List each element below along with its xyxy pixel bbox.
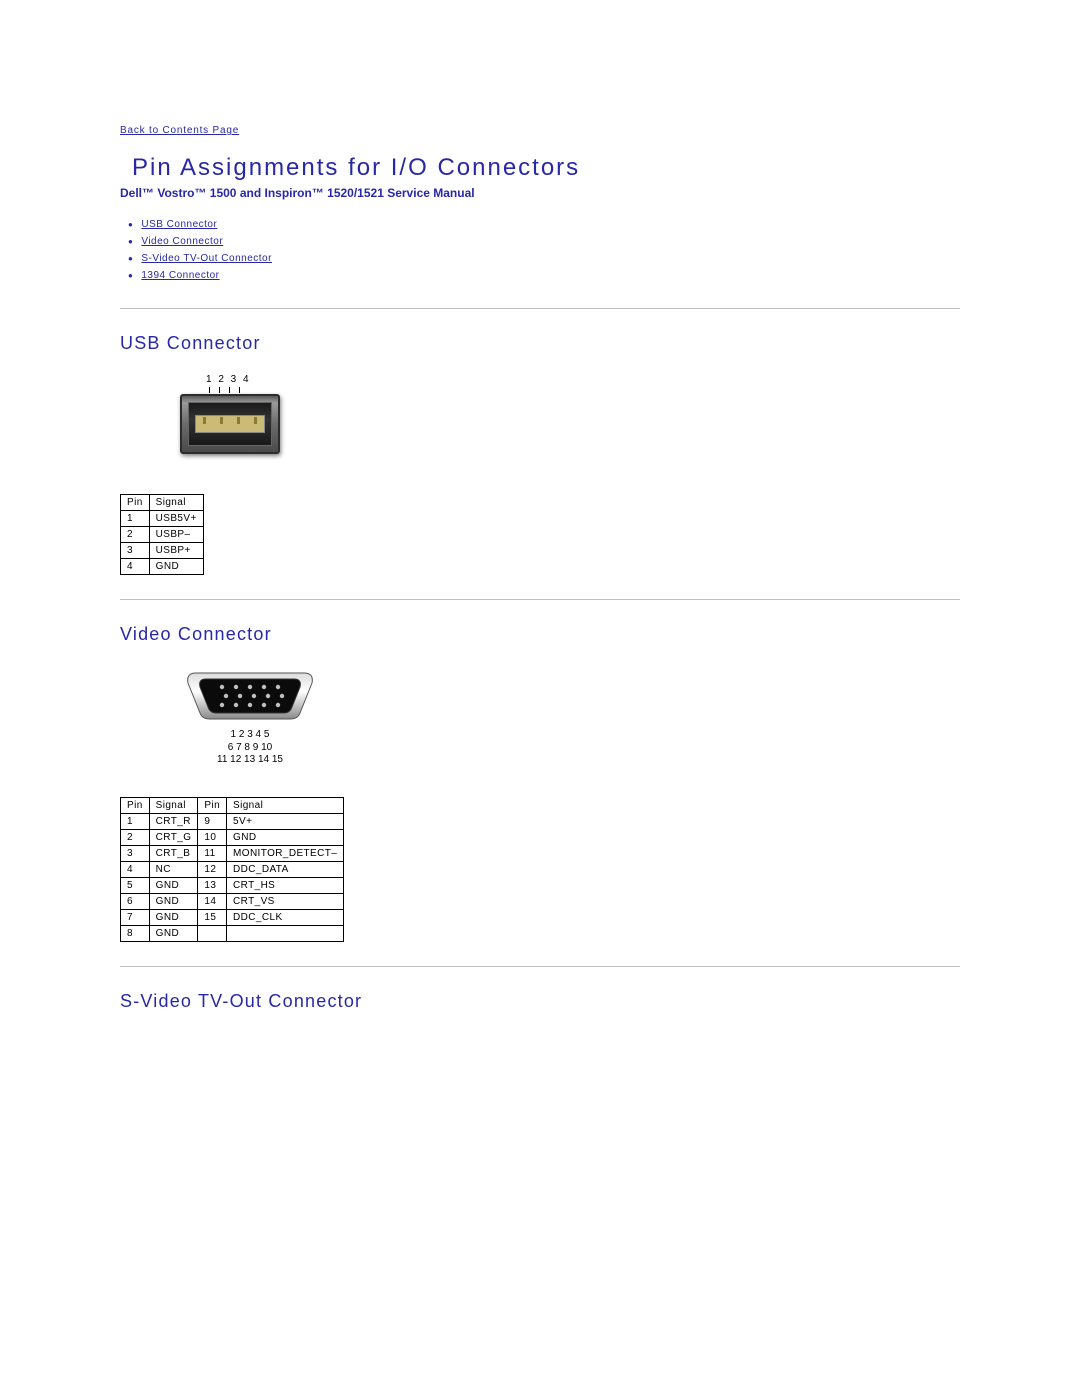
cell: CRT_B (149, 845, 198, 861)
cell: GND (149, 893, 198, 909)
vga-row3: 11 12 13 14 15 (180, 754, 320, 767)
table-row: 6 GND 14 CRT_VS (121, 893, 344, 909)
cell (198, 925, 227, 941)
cell: 14 (198, 893, 227, 909)
cell: CRT_HS (227, 877, 344, 893)
table-row: 1 CRT_R 9 5V+ (121, 813, 344, 829)
cell: 5 (121, 877, 150, 893)
cell: USB5V+ (149, 511, 203, 527)
cell: GND (149, 925, 198, 941)
cell: 13 (198, 877, 227, 893)
usb-pin-table: Pin Signal 1 USB5V+ 2 USBP– 3 USBP+ 4 GN… (120, 494, 204, 575)
cell: GND (227, 829, 344, 845)
page-title: Pin Assignments for I/O Connectors (120, 154, 960, 182)
vga-row1: 1 2 3 4 5 (180, 729, 320, 742)
col-pin: Pin (121, 797, 150, 813)
toc-link-svideo[interactable]: S-Video TV-Out Connector (141, 253, 272, 264)
table-row: 2 CRT_G 10 GND (121, 829, 344, 845)
cell: 4 (121, 559, 150, 575)
col-pin: Pin (121, 495, 150, 511)
table-row: 3 USBP+ (121, 543, 204, 559)
cell: 12 (198, 861, 227, 877)
toc-item: USB Connector (128, 216, 960, 233)
cell: USBP– (149, 527, 203, 543)
cell (227, 925, 344, 941)
cell: 1 (121, 511, 150, 527)
back-to-contents-link[interactable]: Back to Contents Page (120, 125, 239, 136)
cell: 2 (121, 829, 150, 845)
table-row: 4 NC 12 DDC_DATA (121, 861, 344, 877)
toc-item: S-Video TV-Out Connector (128, 250, 960, 267)
toc-link-video[interactable]: Video Connector (141, 236, 223, 247)
cell: 11 (198, 845, 227, 861)
table-row: 7 GND 15 DDC_CLK (121, 909, 344, 925)
section-title-usb: USB Connector (120, 333, 960, 354)
cell: 9 (198, 813, 227, 829)
table-row: 5 GND 13 CRT_HS (121, 877, 344, 893)
toc-item: 1394 Connector (128, 267, 960, 284)
table-row: 1 USB5V+ (121, 511, 204, 527)
usb-pin-labels: 1 2 3 4 (206, 374, 960, 385)
vga-row2: 6 7 8 9 10 (180, 742, 320, 755)
cell: 2 (121, 527, 150, 543)
cell: GND (149, 559, 203, 575)
cell: 4 (121, 861, 150, 877)
toc-link-usb[interactable]: USB Connector (141, 219, 217, 230)
usb-connector-diagram: 1 2 3 4 (180, 374, 960, 454)
col-pin2: Pin (198, 797, 227, 813)
table-row: 4 GND (121, 559, 204, 575)
toc-item: Video Connector (128, 233, 960, 250)
cell: 5V+ (227, 813, 344, 829)
toc-link-1394[interactable]: 1394 Connector (141, 270, 219, 281)
vga-pin-labels: 1 2 3 4 5 6 7 8 9 10 11 12 13 14 15 (180, 729, 320, 767)
cell: 8 (121, 925, 150, 941)
cell: 10 (198, 829, 227, 845)
table-header-row: Pin Signal Pin Signal (121, 797, 344, 813)
col-signal2: Signal (227, 797, 344, 813)
cell: DDC_CLK (227, 909, 344, 925)
cell: CRT_VS (227, 893, 344, 909)
cell: 7 (121, 909, 150, 925)
cell: 15 (198, 909, 227, 925)
col-signal: Signal (149, 495, 203, 511)
cell: MONITOR_DETECT– (227, 845, 344, 861)
cell: DDC_DATA (227, 861, 344, 877)
section-title-svideo: S-Video TV-Out Connector (120, 991, 960, 1012)
divider (120, 599, 960, 600)
table-row: 8 GND (121, 925, 344, 941)
table-row: 3 CRT_B 11 MONITOR_DETECT– (121, 845, 344, 861)
cell: 1 (121, 813, 150, 829)
video-connector-diagram: 1 2 3 4 5 6 7 8 9 10 11 12 13 14 15 (180, 667, 960, 767)
cell: NC (149, 861, 198, 877)
cell: CRT_R (149, 813, 198, 829)
table-header-row: Pin Signal (121, 495, 204, 511)
section-title-video: Video Connector (120, 624, 960, 645)
cell: 6 (121, 893, 150, 909)
divider (120, 308, 960, 309)
divider (120, 966, 960, 967)
cell: USBP+ (149, 543, 203, 559)
page-subtitle: Dell™ Vostro™ 1500 and Inspiron™ 1520/15… (120, 186, 960, 200)
cell: 3 (121, 845, 150, 861)
table-row: 2 USBP– (121, 527, 204, 543)
toc-list: USB Connector Video Connector S-Video TV… (120, 216, 960, 284)
video-pin-table: Pin Signal Pin Signal 1 CRT_R 9 5V+ 2 CR… (120, 797, 344, 942)
cell: 3 (121, 543, 150, 559)
cell: GND (149, 909, 198, 925)
cell: GND (149, 877, 198, 893)
cell: CRT_G (149, 829, 198, 845)
col-signal: Signal (149, 797, 198, 813)
